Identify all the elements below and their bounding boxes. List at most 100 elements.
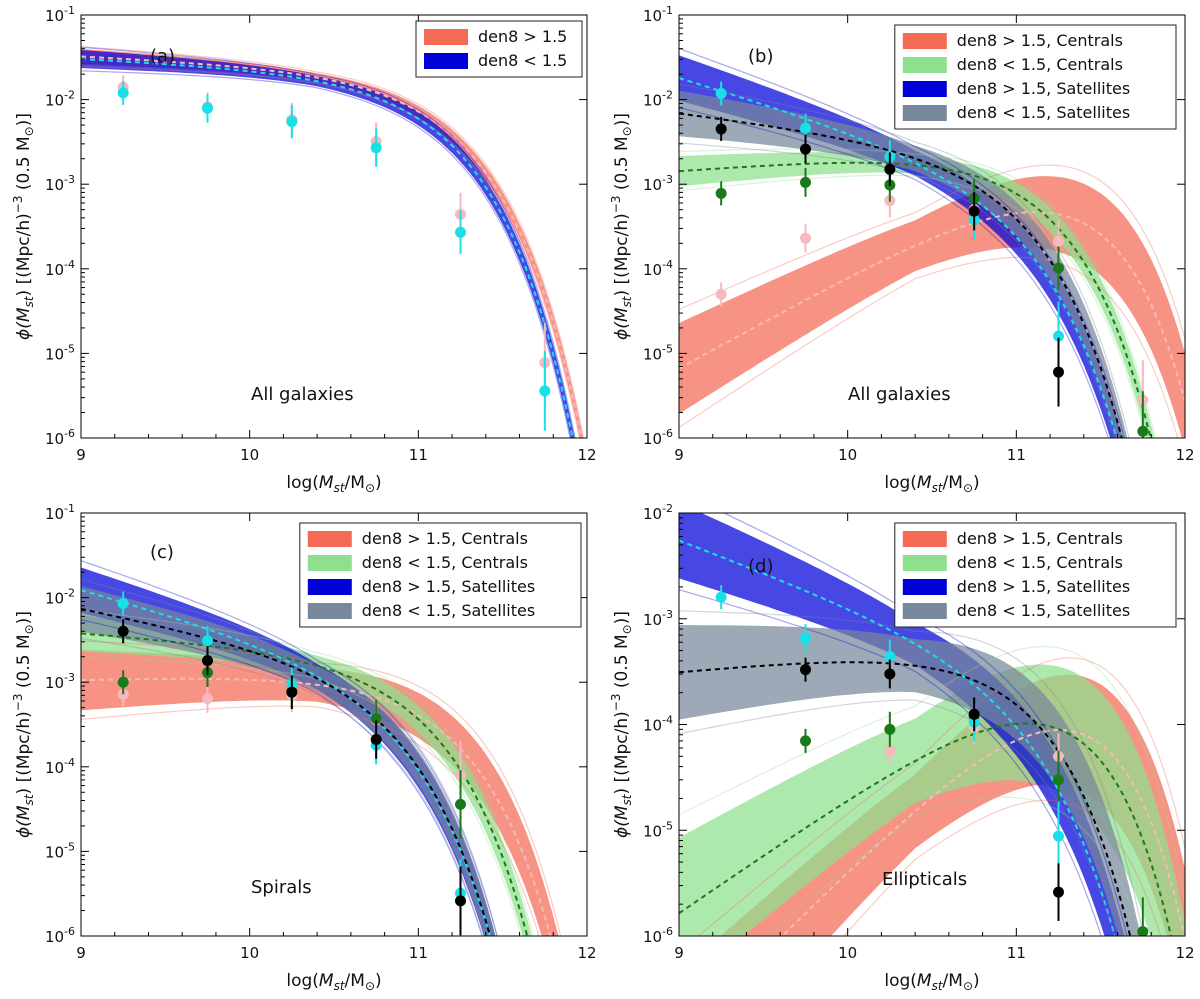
- realisation-a-0-1: [81, 46, 585, 438]
- legend-label-d-0: den8 > 1.5, Centrals: [957, 529, 1123, 548]
- data-point-c-3-1: [202, 655, 213, 667]
- realisation-c-1-1: [81, 609, 534, 936]
- x-axis-label-a: log(Mst/M⊙): [286, 473, 381, 495]
- legend-label-c-1: den8 < 1.5, Centrals: [362, 553, 528, 572]
- data-point-b-3-0: [715, 123, 727, 135]
- realisation-b-2-0: [679, 106, 1109, 438]
- data-point-c-3-3: [370, 734, 382, 746]
- panel-b-frame: [678, 14, 1186, 439]
- y-tick-label-a-2: 10-4: [45, 258, 75, 279]
- legend-label-d-2: den8 > 1.5, Satellites: [957, 577, 1130, 596]
- y-tick-label-b-3: 10-3: [643, 173, 673, 194]
- x-tick-label-b-2: 11: [1007, 446, 1026, 464]
- legend-swatch-b-1: [902, 57, 947, 73]
- legend-swatch-a-1: [424, 53, 468, 69]
- band-b-1: [679, 152, 1155, 438]
- y-tick-label-c-3: 10-3: [45, 671, 75, 692]
- fit-line-b-3: [679, 112, 1123, 438]
- y-tick-label-b-1: 10-5: [643, 342, 673, 363]
- data-point-b-2-4: [1053, 330, 1064, 342]
- data-point-d-3-0: [800, 664, 811, 676]
- y-tick-label-b-2: 10-4: [643, 258, 673, 279]
- realisation-c-0-1: [81, 640, 562, 936]
- legend-swatch-b-2: [902, 81, 947, 97]
- fit-line-b-2: [679, 77, 1118, 438]
- y-tick-label-c-1: 10-5: [45, 840, 75, 861]
- legend-swatch-c-2: [307, 579, 352, 595]
- fit-line-b-1: [679, 161, 1152, 438]
- realisation-d-0-1: [697, 657, 1185, 936]
- legend-swatch-d-3: [902, 603, 947, 619]
- y-tick-label-d-3: 10-3: [643, 608, 673, 629]
- realisation-c-2-0: [81, 619, 483, 936]
- fit-line-d-3: [679, 661, 1132, 936]
- legend-swatch-c-3: [307, 603, 352, 619]
- x-tick-label-c-1: 10: [240, 944, 259, 962]
- realisation-b-1-0: [679, 174, 1147, 438]
- x-tick-label-b-3: 12: [1175, 446, 1194, 464]
- data-point-c-3-4: [455, 895, 466, 907]
- data-point-a-1-1: [202, 102, 213, 114]
- y-axis-label-c: ϕ(Mst) [(Mpc/h)−3 (0.5 M⊙)]: [11, 611, 36, 838]
- data-point-d-1-4: [1137, 926, 1149, 936]
- band-c-0: [81, 649, 559, 936]
- data-point-d-1-0: [800, 735, 811, 747]
- panel-c: 9 10 11 12 10-6 10-5 10-4 10-3 10-2 10-1 log(Mst/M…: [11, 502, 597, 993]
- realisation-b-1-1: [679, 148, 1156, 438]
- data-point-b-0-4: [1053, 236, 1064, 248]
- realisation-d-1-0: [765, 796, 1144, 936]
- legend-swatch-b-0: [902, 33, 947, 49]
- x-tick-label-c-0: 9: [76, 944, 86, 962]
- y-tick-label-c-2: 10-4: [45, 756, 75, 777]
- fit-line-a-0: [81, 55, 583, 438]
- data-point-c-1-4: [455, 798, 466, 810]
- data-point-a-1-3: [370, 142, 382, 154]
- y-tick-label-b-5: 10-1: [643, 4, 673, 25]
- y-tick-label-a-1: 10-5: [45, 342, 75, 363]
- data-point-a-1-4: [455, 226, 466, 238]
- band-d-3: [679, 625, 1141, 936]
- fit-line-a-1: [81, 58, 574, 438]
- panel-d-letter: (d): [748, 556, 773, 577]
- realisation-a-1-0: [81, 70, 571, 438]
- y-tick-label-d-4: 10-2: [643, 502, 673, 523]
- legend-label-c-3: den8 < 1.5, Satellites: [362, 601, 535, 620]
- fit-line-d-1: [679, 722, 1173, 936]
- x-tick-label-d-3: 12: [1175, 944, 1194, 962]
- data-point-d-3-1: [884, 668, 896, 680]
- data-point-d-2-1: [800, 633, 811, 645]
- data-point-b-3-1: [800, 143, 811, 155]
- panel-a-annotation: All galaxies: [251, 384, 354, 405]
- panel-b-letter: (b): [748, 46, 773, 67]
- realisation-d-3-0: [679, 699, 1116, 936]
- band-c-1: [81, 615, 532, 936]
- realisation-c-2-1: [81, 560, 498, 936]
- legend-label-d-3: den8 < 1.5, Satellites: [957, 601, 1130, 620]
- data-point-c-0-0: [117, 688, 129, 700]
- y-axis-label-d: ϕ(Mst) [(Mpc/h)−3 (0.5 M⊙)]: [609, 611, 634, 838]
- y-tick-label-d-1: 10-5: [643, 819, 673, 840]
- x-tick-label-a-1: 10: [240, 446, 259, 464]
- data-point-b-1-5: [1137, 425, 1149, 437]
- legend-label-c-2: den8 > 1.5, Satellites: [362, 577, 535, 596]
- panel-b: 9 10 11 12 10-6 10-5 10-4 10-3 10-2 10-1 log(Mst/M…: [609, 4, 1195, 495]
- data-point-c-1-0: [117, 676, 129, 688]
- panel-a: 9 10 11 12 10-6 10-5 10-4 10-3 10-2 10-1 log(Mst/M…: [11, 4, 597, 495]
- realisation-b-2-1: [679, 47, 1126, 438]
- data-point-a-1-0: [117, 87, 129, 99]
- data-point-b-3-2: [884, 163, 896, 175]
- panel-c-annotation: Spirals: [251, 877, 312, 898]
- legend-label-b-3: den8 < 1.5, Satellites: [957, 103, 1130, 122]
- legend-swatch-d-1: [902, 555, 947, 571]
- data-point-b-1-0: [715, 187, 727, 199]
- legend-label-b-1: den8 < 1.5, Centrals: [957, 55, 1123, 74]
- data-point-c-3-2: [286, 686, 298, 698]
- legend-label-b-2: den8 > 1.5, Satellites: [957, 79, 1130, 98]
- legend-label-b-0: den8 > 1.5, Centrals: [957, 31, 1123, 50]
- x-tick-label-a-3: 12: [577, 446, 596, 464]
- data-point-d-2-2: [884, 650, 896, 662]
- panel-a-frame: [80, 14, 588, 439]
- legend-label-a-1: den8 < 1.5: [478, 51, 567, 70]
- legend-label-d-1: den8 < 1.5, Centrals: [957, 553, 1123, 572]
